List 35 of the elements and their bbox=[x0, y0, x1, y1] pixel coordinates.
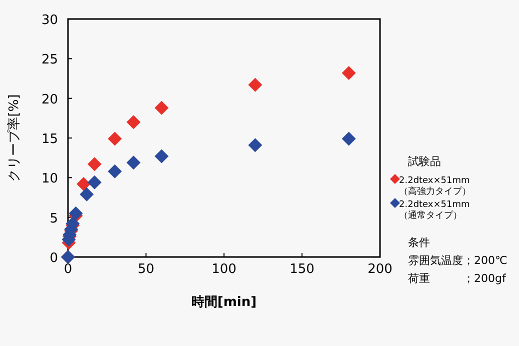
x-axis-title: 時間[min] bbox=[191, 295, 257, 310]
point bbox=[108, 132, 122, 146]
point bbox=[80, 187, 94, 202]
point bbox=[126, 115, 141, 130]
point bbox=[342, 132, 356, 146]
point bbox=[108, 164, 122, 178]
legend-label: 2.2dtex×51mm （高強力タイプ） bbox=[399, 176, 471, 197]
x-tick-label: 200 bbox=[368, 262, 392, 277]
point bbox=[88, 175, 102, 190]
point bbox=[76, 177, 91, 192]
y-tick-label: 5 bbox=[50, 211, 58, 226]
point bbox=[342, 66, 356, 80]
text: 荷重 ；200gf bbox=[408, 272, 507, 285]
point bbox=[88, 157, 102, 172]
point bbox=[68, 206, 83, 220]
point bbox=[248, 138, 262, 152]
point bbox=[154, 100, 169, 115]
y-tick-label: 25 bbox=[41, 52, 58, 68]
y-tick-label: 20 bbox=[41, 92, 58, 108]
x-tick-label: 100 bbox=[212, 262, 236, 277]
point bbox=[154, 149, 169, 164]
x-tick-label: 50 bbox=[138, 262, 154, 277]
text: 条件 bbox=[408, 236, 430, 249]
y-tick-label: 0 bbox=[50, 251, 58, 266]
y-tick-label: 30 bbox=[41, 13, 58, 28]
legend-label: 2.2dtex×51mm （通常タイプ） bbox=[399, 200, 470, 221]
point bbox=[248, 78, 262, 92]
y-tick-label: 10 bbox=[41, 172, 58, 187]
text: 雰囲気温度；200℃ bbox=[408, 254, 508, 267]
legend-title: 試験品 bbox=[408, 155, 441, 168]
x-tick-label: 0 bbox=[64, 262, 72, 277]
point bbox=[126, 156, 141, 170]
y-axis-title: クリープ率[%] bbox=[6, 94, 22, 182]
x-tick-label: 150 bbox=[290, 262, 314, 277]
y-tick-label: 15 bbox=[41, 132, 58, 147]
